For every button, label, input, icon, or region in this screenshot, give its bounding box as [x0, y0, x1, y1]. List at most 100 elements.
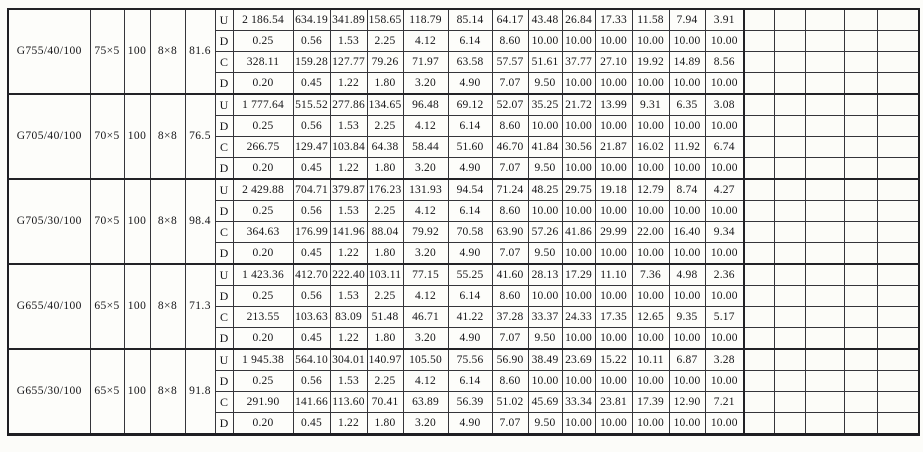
- cell-value: 4.90: [447, 412, 493, 435]
- cell-value: 13.99: [594, 93, 633, 116]
- cell-value: 23.81: [594, 391, 633, 413]
- cell-row-type: D: [214, 242, 234, 265]
- cell-empty: [843, 221, 878, 243]
- cell-value: 24.33: [561, 306, 596, 328]
- cell-row-type: D: [214, 115, 234, 137]
- cell-empty: [876, 263, 920, 286]
- cell-row-type: U: [214, 348, 234, 371]
- cell-value: 10.00: [561, 327, 596, 350]
- cell-value: 364.63: [232, 221, 294, 243]
- cell-empty: [743, 285, 775, 307]
- cell-value: 9.35: [668, 306, 706, 328]
- cell-empty: [773, 157, 806, 180]
- cell-value: 10.00: [527, 285, 563, 307]
- cell-empty: [773, 412, 806, 435]
- cell-value: 10.00: [594, 30, 633, 52]
- cell-value: 16.40: [668, 221, 706, 243]
- cell-empty: [804, 263, 845, 286]
- cell-value: 48.25: [527, 178, 563, 201]
- cell-value: 83.09: [329, 306, 368, 328]
- cell-value: 3.20: [402, 157, 449, 180]
- cell-value: 2 186.54: [232, 8, 294, 31]
- cell-value: 103.63: [292, 306, 331, 328]
- cell-row-type: D: [214, 30, 234, 52]
- cell-value: 8.60: [491, 115, 529, 137]
- cell-empty: [843, 242, 878, 265]
- cell-value: 1.80: [366, 157, 404, 180]
- cell-value: 12.90: [668, 391, 706, 413]
- cell-value: 3.91: [704, 8, 745, 31]
- cell-value: 0.56: [292, 285, 331, 307]
- cell-value: 515.52: [292, 93, 331, 116]
- cell-value: 2.25: [366, 200, 404, 222]
- cell-value: 16.02: [631, 136, 670, 158]
- table-row: G655/30/100 65×5 100 8×8 91.8 U 1 945.38 564.10…: [7, 348, 920, 435]
- cell-empty: [843, 327, 878, 350]
- cell-empty: [743, 370, 775, 392]
- cell-row-type: C: [214, 51, 234, 73]
- cell-value: 6.14: [447, 200, 493, 222]
- cell-empty: [876, 136, 920, 158]
- cell-value: 10.00: [594, 327, 633, 350]
- cell-row-type: D: [214, 412, 234, 435]
- cell-value: 41.84: [527, 136, 563, 158]
- cell-mesh: 8×8: [149, 178, 186, 265]
- cell-empty: [843, 72, 878, 95]
- cell-value: 213.55: [232, 306, 294, 328]
- cell-coefficient: 76.5: [184, 93, 216, 180]
- cell-value: 0.25: [232, 30, 294, 52]
- cell-value: 69.12: [447, 93, 493, 116]
- cell-value: 0.25: [232, 370, 294, 392]
- cell-value: 11.10: [594, 263, 633, 286]
- cell-empty: [743, 30, 775, 52]
- cell-value: 0.20: [232, 412, 294, 435]
- cell-value: 5.17: [704, 306, 745, 328]
- cell-value: 8.60: [491, 370, 529, 392]
- cell-empty: [773, 327, 806, 350]
- cell-row-type: C: [214, 136, 234, 158]
- cell-value: 1.22: [329, 157, 368, 180]
- cell-value: 6.74: [704, 136, 745, 158]
- cell-value: 328.11: [232, 51, 294, 73]
- table-row: D 0.25 0.56 1.53 2.25 4.12 6.14 8.60 10.00 10.00 1…: [8, 370, 920, 392]
- cell-empty: [773, 136, 806, 158]
- cell-value: 10.00: [561, 72, 596, 95]
- cell-value: 46.70: [491, 136, 529, 158]
- cell-empty: [743, 72, 775, 95]
- cell-value: 7.07: [491, 412, 529, 435]
- cell-value: 3.28: [704, 348, 745, 371]
- cell-value: 2.25: [366, 30, 404, 52]
- cell-value: 12.79: [631, 178, 670, 201]
- cell-empty: [876, 327, 920, 350]
- cell-value: 10.00: [594, 412, 633, 435]
- cell-empty: [876, 412, 920, 435]
- cell-value: 71.24: [491, 178, 529, 201]
- cell-value: 10.00: [704, 115, 745, 137]
- cell-value: 33.37: [527, 306, 563, 328]
- table-row: D 0.20 0.45 1.22 1.80 3.20 4.90 7.07 9.50 10.00 10…: [8, 327, 920, 350]
- cell-empty: [843, 157, 878, 180]
- cell-value: 0.20: [232, 157, 294, 180]
- cell-row-type: U: [214, 93, 234, 116]
- cell-value: 129.47: [292, 136, 331, 158]
- cell-value: 1.22: [329, 72, 368, 95]
- cell-value: 0.25: [232, 115, 294, 137]
- cell-empty: [804, 306, 845, 328]
- cell-value: 9.50: [527, 412, 563, 435]
- cell-value: 26.84: [561, 8, 596, 31]
- cell-value: 10.00: [668, 115, 706, 137]
- cell-value: 7.07: [491, 157, 529, 180]
- cell-value: 10.00: [594, 370, 633, 392]
- cell-value: 10.00: [704, 72, 745, 95]
- cell-size: 65×5: [89, 348, 125, 435]
- cell-value: 1.80: [366, 412, 404, 435]
- cell-empty: [843, 370, 878, 392]
- cell-value: 38.49: [527, 348, 563, 371]
- cell-value: 10.00: [561, 115, 596, 137]
- cell-value: 10.00: [561, 30, 596, 52]
- table-row: G755/40/100 75×5 100 8×8 81.6 U 2 186.54 634.19…: [7, 8, 920, 95]
- cell-value: 1.53: [329, 285, 368, 307]
- cell-value: 10.00: [594, 285, 633, 307]
- cell-value: 4.90: [447, 72, 493, 95]
- cell-value: 63.90: [491, 221, 529, 243]
